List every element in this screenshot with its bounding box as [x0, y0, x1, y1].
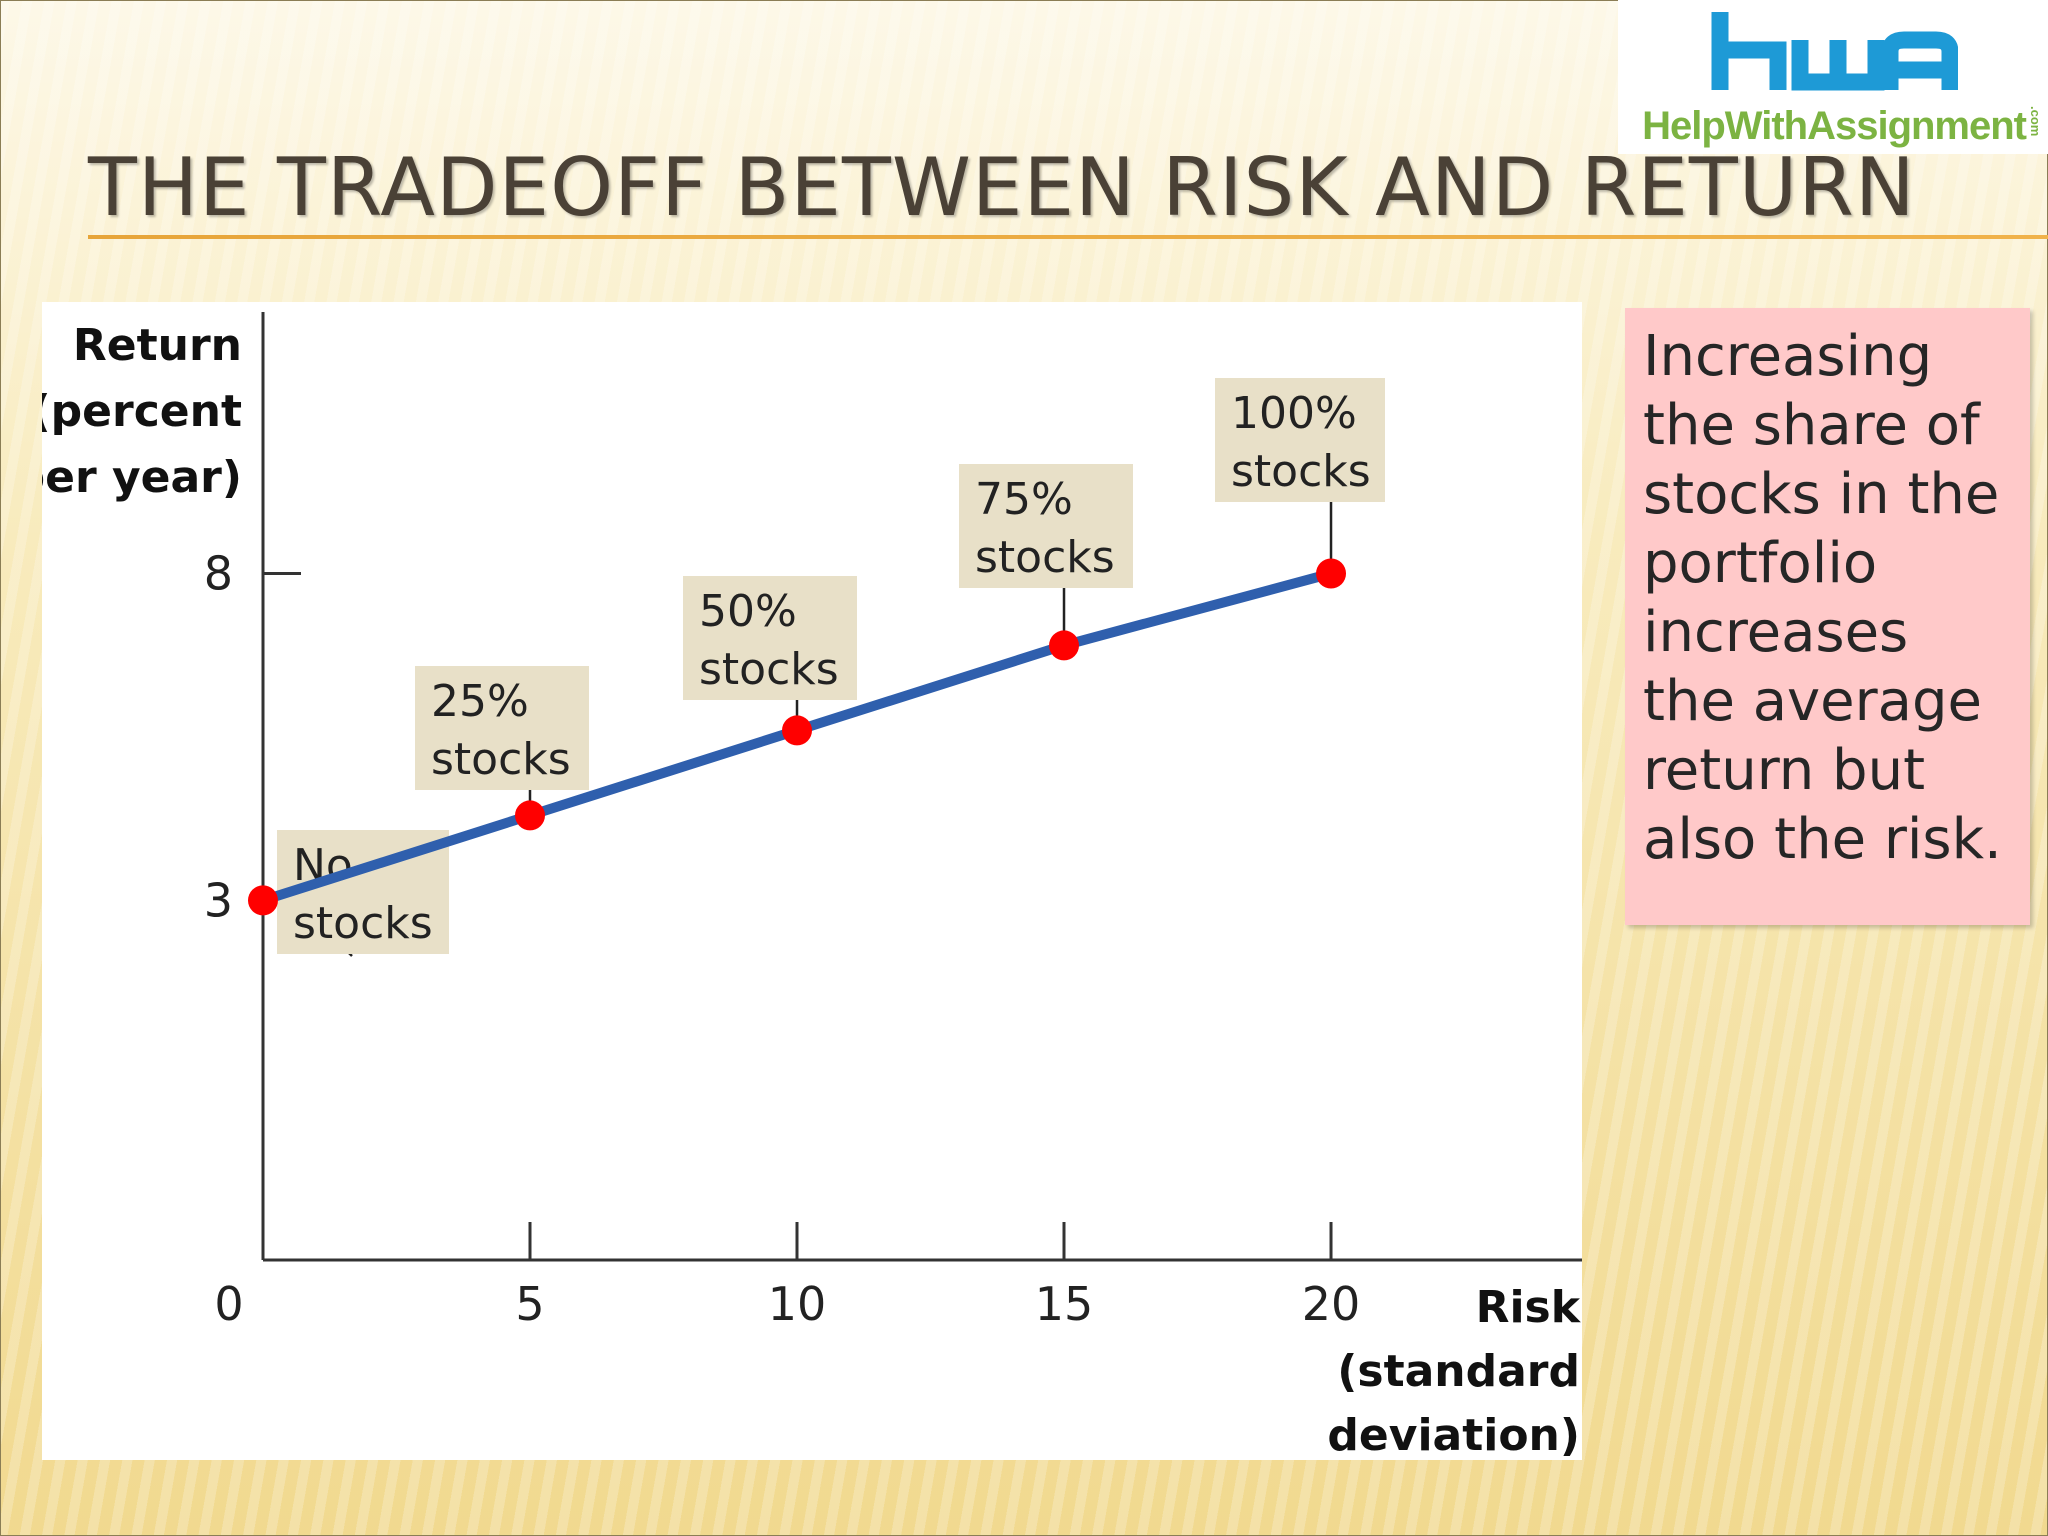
- callout-box: [959, 464, 1133, 588]
- callout-label: 75%: [975, 474, 1073, 525]
- y-axis-label-line: (percent: [42, 386, 242, 437]
- explanation-note-text: Increasing the share of stocks in the po…: [1643, 324, 2002, 872]
- callout-box: [683, 576, 857, 700]
- logo-mark-icon: [1711, 12, 1958, 91]
- data-series: [248, 558, 1347, 916]
- x-axis-label-line: Risk: [1476, 1282, 1582, 1333]
- annotation-callout: 100% stocks: [1215, 378, 1385, 574]
- axis-ticks: 0 5 10 15 20 3 8: [204, 547, 1361, 1331]
- callout-label: stocks: [293, 898, 433, 949]
- logo-suffix: .com: [2028, 106, 2043, 137]
- x-tick-label: 15: [1035, 1277, 1094, 1331]
- annotation-callout: 25% stocks: [415, 666, 589, 816]
- y-axis-label: Return (percent per year): [14, 320, 242, 503]
- chart-axes: [261, 312, 1582, 1262]
- data-point: [782, 715, 813, 746]
- annotation-callouts: Nostocks25%stocks50%stocks75%stocks100%s…: [277, 378, 1385, 957]
- x-axis-label-line: deviation): [1327, 1410, 1580, 1460]
- y-axis-label-line: per year): [42, 452, 242, 503]
- annotation-callout: 75% stocks: [959, 464, 1133, 646]
- callout-label: stocks: [975, 532, 1115, 583]
- callout-label: 100%: [1231, 388, 1357, 439]
- slide-title: THE TRADEOFF BETWEEN RISK AND RETURN: [88, 141, 1916, 234]
- data-point: [515, 800, 546, 831]
- callout-box: [415, 666, 589, 790]
- x-tick-label: 5: [515, 1277, 544, 1331]
- title-underline: [88, 235, 2048, 239]
- x-axis-label: Risk (standard deviation): [1327, 1282, 1582, 1461]
- y-axis-label-line: Return: [73, 320, 242, 371]
- x-tick-label: 20: [1302, 1277, 1361, 1331]
- data-point: [248, 885, 278, 916]
- callout-label: stocks: [699, 644, 839, 695]
- callout-label: stocks: [1231, 446, 1371, 497]
- callout-label: stocks: [431, 734, 571, 785]
- data-point: [1049, 630, 1080, 661]
- risk-return-chart: Return (percent per year) Risk (standard dev…: [14, 312, 1582, 1461]
- x-tick-label: 0: [214, 1277, 243, 1331]
- annotation-callout: 50% stocks: [683, 576, 857, 731]
- y-tick-label: 8: [204, 547, 233, 601]
- x-axis-label-line: (standard: [1337, 1346, 1580, 1397]
- callout-label: 50%: [699, 586, 797, 637]
- callout-label: 25%: [431, 676, 529, 727]
- explanation-note: Increasing the share of stocks in the po…: [1625, 308, 2030, 925]
- logo: HelpWithAssignment .com: [1618, 0, 2048, 154]
- logo-text: HelpWithAssignment: [1642, 104, 2027, 148]
- x-tick-label: 10: [768, 1277, 827, 1331]
- data-point: [1316, 558, 1347, 589]
- callout-box: [1215, 378, 1385, 502]
- chart-panel: Return (percent per year) Risk (standard dev…: [14, 302, 1582, 1461]
- y-tick-label: 3: [204, 873, 233, 927]
